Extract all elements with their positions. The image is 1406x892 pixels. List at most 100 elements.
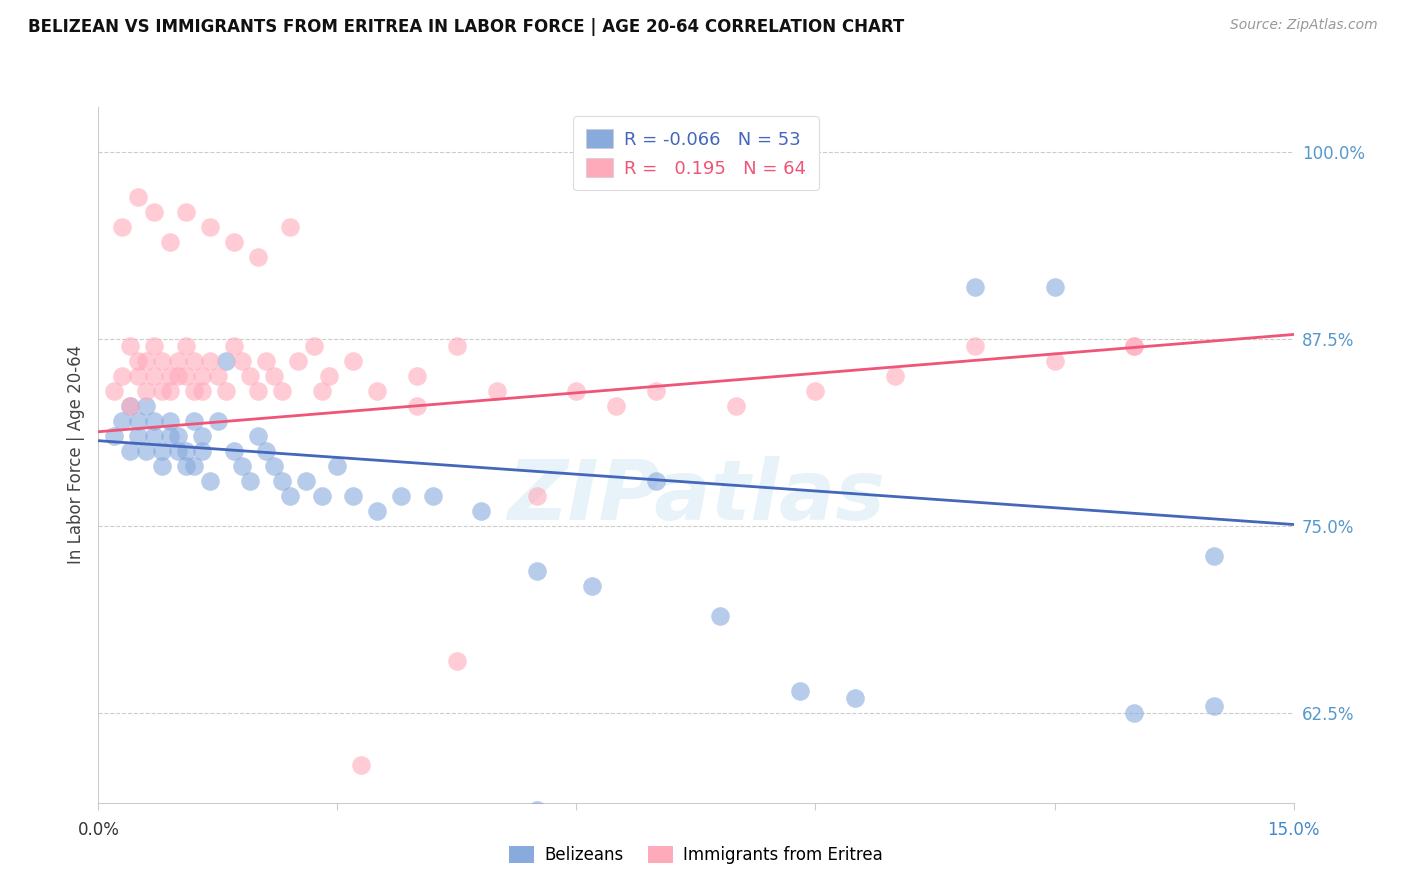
Point — [111, 369, 134, 384]
Point — [174, 339, 197, 353]
Point — [103, 384, 125, 399]
Point — [302, 339, 325, 353]
Point — [174, 459, 197, 474]
Point — [804, 384, 827, 399]
Point — [191, 444, 214, 458]
Point — [645, 474, 668, 488]
Point — [174, 444, 197, 458]
Point — [246, 250, 269, 264]
Point — [246, 429, 269, 443]
Point — [406, 399, 429, 413]
Point — [270, 474, 292, 488]
Point — [150, 444, 173, 458]
Point — [207, 369, 229, 384]
Point — [565, 384, 588, 399]
Point — [111, 414, 134, 428]
Point — [342, 489, 364, 503]
Point — [246, 384, 269, 399]
Text: 0.0%: 0.0% — [77, 821, 120, 838]
Point — [270, 384, 292, 399]
Point — [231, 354, 253, 368]
Point — [159, 369, 181, 384]
Point — [1043, 279, 1066, 293]
Y-axis label: In Labor Force | Age 20-64: In Labor Force | Age 20-64 — [66, 345, 84, 565]
Point — [963, 339, 986, 353]
Point — [198, 474, 221, 488]
Point — [844, 691, 866, 706]
Point — [215, 384, 238, 399]
Point — [254, 444, 277, 458]
Point — [215, 354, 238, 368]
Point — [191, 369, 214, 384]
Point — [135, 354, 157, 368]
Point — [159, 235, 181, 249]
Point — [150, 384, 173, 399]
Point — [326, 459, 349, 474]
Point — [159, 429, 181, 443]
Point — [183, 354, 205, 368]
Text: 15.0%: 15.0% — [1267, 821, 1320, 838]
Point — [120, 444, 142, 458]
Point — [350, 758, 373, 772]
Point — [120, 339, 142, 353]
Point — [470, 504, 492, 518]
Point — [159, 414, 181, 428]
Point — [485, 384, 508, 399]
Point — [222, 444, 245, 458]
Point — [278, 489, 301, 503]
Point — [111, 219, 134, 234]
Point — [167, 429, 190, 443]
Point — [143, 369, 166, 384]
Point — [446, 654, 468, 668]
Point — [120, 399, 142, 413]
Point — [724, 399, 747, 413]
Point — [278, 219, 301, 234]
Point — [143, 204, 166, 219]
Point — [231, 459, 253, 474]
Point — [183, 384, 205, 399]
Point — [127, 190, 149, 204]
Point — [222, 339, 245, 353]
Point — [318, 369, 340, 384]
Point — [406, 369, 429, 384]
Point — [135, 384, 157, 399]
Text: BELIZEAN VS IMMIGRANTS FROM ERITREA IN LABOR FORCE | AGE 20-64 CORRELATION CHART: BELIZEAN VS IMMIGRANTS FROM ERITREA IN L… — [28, 18, 904, 36]
Point — [127, 429, 149, 443]
Point — [222, 235, 245, 249]
Point — [963, 279, 986, 293]
Point — [120, 399, 142, 413]
Point — [127, 369, 149, 384]
Legend: Belizeans, Immigrants from Eritrea: Belizeans, Immigrants from Eritrea — [502, 839, 890, 871]
Point — [366, 384, 388, 399]
Point — [239, 474, 262, 488]
Point — [183, 414, 205, 428]
Point — [191, 429, 214, 443]
Point — [198, 219, 221, 234]
Point — [287, 354, 309, 368]
Point — [263, 459, 285, 474]
Point — [207, 414, 229, 428]
Point — [1123, 339, 1146, 353]
Point — [342, 354, 364, 368]
Point — [389, 489, 412, 503]
Point — [526, 803, 548, 817]
Point — [167, 354, 190, 368]
Point — [526, 564, 548, 578]
Point — [311, 489, 333, 503]
Point — [263, 369, 285, 384]
Point — [1202, 698, 1225, 713]
Point — [1202, 549, 1225, 563]
Point — [366, 504, 388, 518]
Point — [167, 369, 190, 384]
Point — [422, 489, 444, 503]
Point — [254, 354, 277, 368]
Point — [605, 399, 627, 413]
Point — [183, 459, 205, 474]
Point — [174, 204, 197, 219]
Point — [239, 369, 262, 384]
Point — [1123, 339, 1146, 353]
Point — [127, 414, 149, 428]
Point — [143, 339, 166, 353]
Point — [884, 369, 907, 384]
Point — [143, 414, 166, 428]
